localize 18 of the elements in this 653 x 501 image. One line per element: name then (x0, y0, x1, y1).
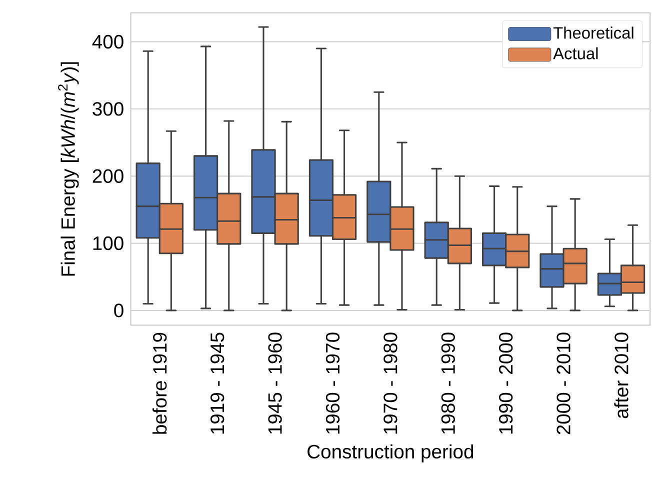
x-tick-label: 2000 - 2010 (556, 332, 570, 434)
x-tick-label: 1970 - 1980 (384, 332, 398, 434)
x-tick-label: 1990 - 2000 (498, 332, 513, 434)
x-tick-label: before 1919 (152, 332, 167, 434)
x-tick-label: after 2010 (614, 332, 628, 418)
y-axis-title: Final Energy [kWh/(m$^{2}$y)] (58, 62, 79, 276)
y-tick-label: 300 (92, 102, 124, 116)
x-tick-label: 1980 - 1990 (441, 332, 455, 434)
x-axis-title: Construction period (308, 444, 474, 462)
y-tick-label: 100 (93, 236, 124, 250)
y-tick-label: 200 (92, 169, 124, 183)
y-tick-label: 400 (92, 34, 124, 49)
legend-label: Theoretical (553, 26, 634, 39)
x-tick-label: 1960 - 1970 (326, 332, 340, 434)
legend-label: Actual (553, 47, 598, 60)
x-tick-label: 1945 - 1960 (268, 332, 282, 434)
y-tick-label: 0 (114, 304, 124, 318)
x-tick-label: 1919 - 1945 (210, 332, 224, 434)
